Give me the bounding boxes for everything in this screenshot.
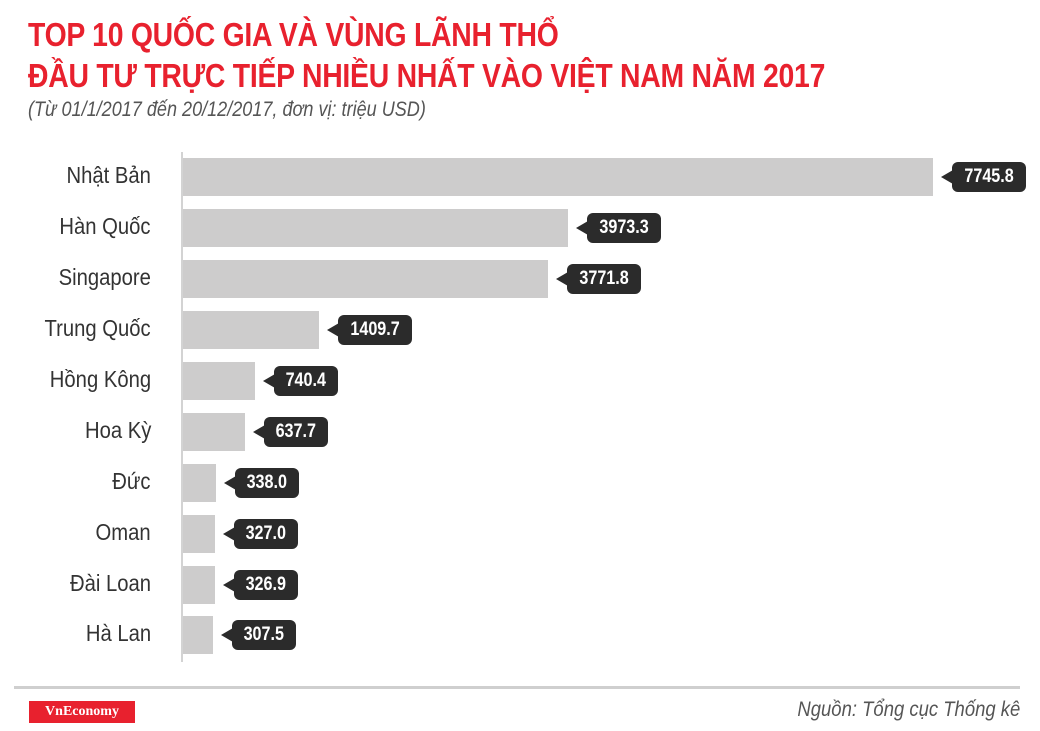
value-tag: 3973.3 <box>575 213 662 243</box>
title-line-1: TOP 10 QUỐC GIA VÀ VÙNG LÃNH THỔ <box>28 16 559 53</box>
category-label: Hoa Kỳ <box>84 417 151 443</box>
value-tag: 740.4 <box>263 366 338 396</box>
chart-subtitle: (Từ 01/1/2017 đến 20/12/2017, đơn vị: tr… <box>28 98 426 121</box>
category-label: Hàn Quốc <box>59 213 151 239</box>
category-label: Hồng Kông <box>49 366 151 392</box>
value-tag: 7745.8 <box>940 162 1027 192</box>
bar-row: Oman 327.0 <box>0 515 1040 553</box>
value-tag: 326.9 <box>223 570 298 600</box>
value-tag: 327.0 <box>223 519 298 549</box>
bar-row: Singapore 3771.8 <box>0 260 1040 298</box>
value-tag: 307.5 <box>221 620 296 650</box>
bar-row: Trung Quốc 1409.7 <box>0 311 1040 349</box>
chart-title: TOP 10 QUỐC GIA VÀ VÙNG LÃNH THỔ ĐẦU TƯ … <box>28 14 825 96</box>
bar-row: Hoa Kỳ 637.7 <box>0 413 1040 451</box>
title-line-2: ĐẦU TƯ TRỰC TIẾP NHIỀU NHẤT VÀO VIỆT NAM… <box>28 57 826 94</box>
source-note: Nguồn: Tổng cục Thống kê <box>797 698 1020 721</box>
value-tag: 338.0 <box>224 468 299 498</box>
bar-row: Đức 338.0 <box>0 464 1040 502</box>
bar-row: Nhật Bản 7745.8 <box>0 158 1040 196</box>
bar <box>183 158 933 196</box>
value-tag: 637.7 <box>253 417 328 447</box>
bar-chart: Nhật Bản 7745.8 Hàn Quốc 3973.3 Singapor… <box>0 150 1040 665</box>
bar <box>183 464 216 502</box>
category-label: Trung Quốc <box>44 315 151 341</box>
category-label: Đài Loan <box>69 570 151 596</box>
bar <box>183 616 213 654</box>
bar-row: Hà Lan 307.5 <box>0 616 1040 654</box>
bar-row: Hồng Kông 740.4 <box>0 362 1040 400</box>
bar <box>183 311 319 349</box>
bar-row: Đài Loan 326.9 <box>0 566 1040 604</box>
bar-row: Hàn Quốc 3973.3 <box>0 209 1040 247</box>
category-label: Hà Lan <box>85 620 151 646</box>
bar <box>183 209 568 247</box>
bar <box>183 515 215 553</box>
category-label: Đức <box>112 468 151 494</box>
category-label: Singapore <box>58 264 151 290</box>
bar <box>183 413 245 451</box>
category-label: Nhật Bản <box>66 162 151 188</box>
footer-divider <box>14 686 1020 689</box>
category-label: Oman <box>95 519 151 545</box>
value-tag: 3771.8 <box>555 264 642 294</box>
vneconomy-logo: VnEconomy <box>29 701 135 723</box>
bar <box>183 362 255 400</box>
y-axis-line <box>181 152 183 662</box>
value-tag: 1409.7 <box>326 315 413 345</box>
bar <box>183 260 548 298</box>
bar <box>183 566 215 604</box>
